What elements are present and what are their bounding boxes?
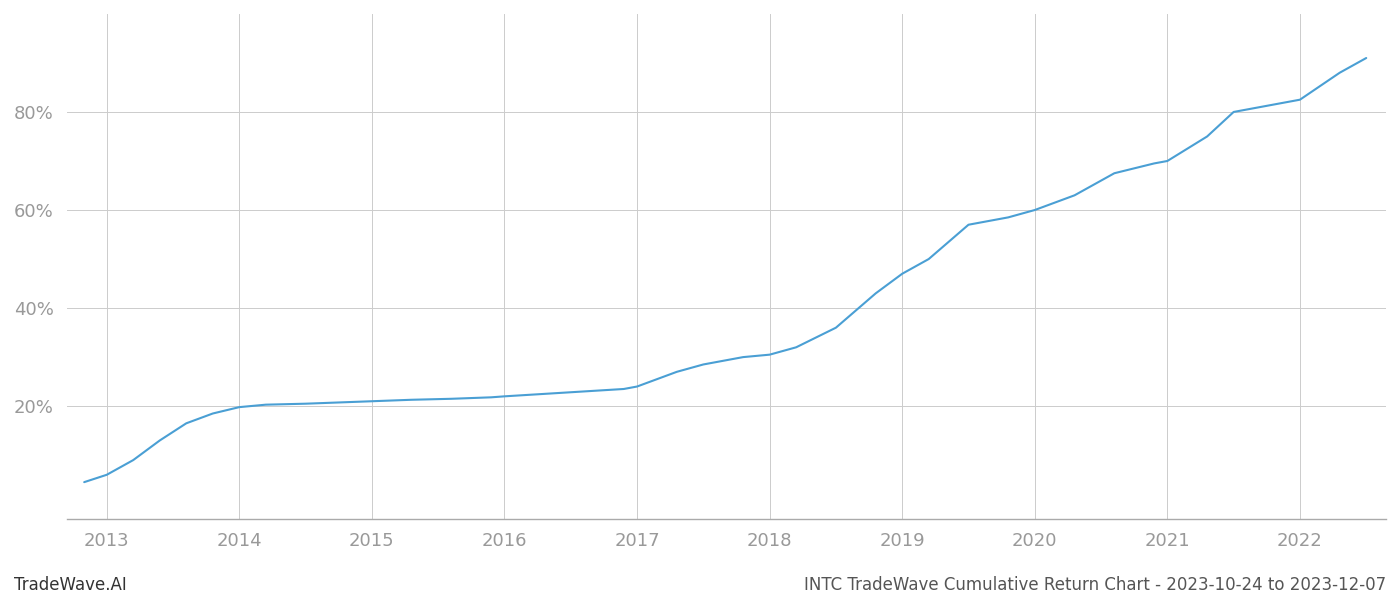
Text: TradeWave.AI: TradeWave.AI <box>14 576 127 594</box>
Text: INTC TradeWave Cumulative Return Chart - 2023-10-24 to 2023-12-07: INTC TradeWave Cumulative Return Chart -… <box>804 576 1386 594</box>
